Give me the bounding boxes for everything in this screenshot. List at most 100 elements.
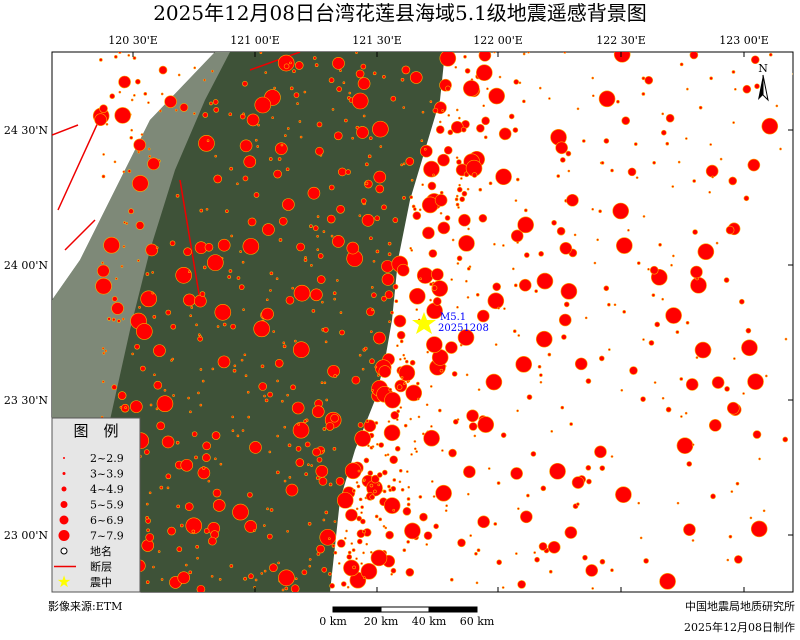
quake-dot xyxy=(213,174,223,184)
quake-dot xyxy=(165,473,172,480)
quake-dot xyxy=(241,429,245,432)
quake-dot xyxy=(273,86,276,90)
quake-dot xyxy=(105,122,109,126)
quake-dot xyxy=(337,562,341,565)
quake-dot xyxy=(616,99,620,104)
quake-dot xyxy=(360,505,364,509)
quake-dot xyxy=(409,287,426,305)
quake-dot xyxy=(675,330,680,334)
quake-dot xyxy=(236,182,239,186)
quake-dot xyxy=(603,285,610,292)
plain xyxy=(52,52,230,420)
quake-dot xyxy=(278,569,295,587)
quake-dot xyxy=(510,229,524,243)
quake-dot xyxy=(498,75,502,79)
quake-dot xyxy=(422,432,425,436)
quake-dot xyxy=(242,238,260,255)
quake-dot xyxy=(409,71,423,84)
quake-dot xyxy=(176,504,180,509)
quake-dot xyxy=(259,52,263,55)
quake-dot xyxy=(102,351,106,355)
quake-dot xyxy=(195,545,199,549)
quake-dot xyxy=(593,261,597,265)
quake-dot xyxy=(101,380,105,383)
quake-dot xyxy=(346,554,353,560)
quake-dot xyxy=(731,70,736,74)
quake-dot xyxy=(613,303,617,307)
quake-dot xyxy=(318,477,328,486)
quake-dot xyxy=(233,364,237,368)
quake-dot xyxy=(339,311,343,314)
quake-dot xyxy=(232,368,237,373)
quake-dot xyxy=(416,381,420,386)
quake-dot xyxy=(487,467,491,470)
quake-dot xyxy=(745,327,752,334)
lon-label: 120 30'E xyxy=(108,34,158,47)
quake-dot xyxy=(155,246,159,249)
quake-dot xyxy=(441,449,444,452)
quake-dot xyxy=(285,295,295,305)
quake-dot xyxy=(476,548,481,552)
quake-dot xyxy=(120,265,124,268)
quake-dot xyxy=(524,252,530,258)
quake-dot xyxy=(140,133,144,136)
quake-dot xyxy=(627,167,637,177)
quake-dot xyxy=(516,177,520,182)
quake-dot xyxy=(676,437,694,454)
quake-dot xyxy=(468,265,472,269)
quake-dot xyxy=(263,524,266,527)
quake-dot xyxy=(175,440,180,445)
quake-dot xyxy=(426,350,429,354)
quake-dot xyxy=(358,497,363,502)
quake-dot xyxy=(401,65,411,75)
quake-dot xyxy=(156,395,174,413)
quake-dot xyxy=(254,578,258,582)
legend-label: 3~3.9 xyxy=(90,468,124,481)
scale-label: 0 km xyxy=(319,615,347,628)
quake-dot xyxy=(451,238,455,242)
quake-dot xyxy=(447,129,454,136)
quake-dot xyxy=(311,309,316,313)
quake-dot xyxy=(148,491,152,495)
quake-dot xyxy=(517,580,526,589)
legend-label: 6~6.9 xyxy=(90,514,124,527)
quake-dot xyxy=(282,198,295,211)
quake-dot xyxy=(316,275,326,284)
legend-star: ★ xyxy=(57,572,71,591)
quake-dot xyxy=(413,447,417,451)
quake-dot xyxy=(145,243,159,257)
quake-dot xyxy=(458,116,461,120)
quake-dot xyxy=(370,549,388,567)
quake-dot xyxy=(692,229,698,235)
quake-dot xyxy=(160,92,164,96)
quake-dot xyxy=(419,512,428,522)
quake-dot xyxy=(685,137,688,140)
quake-dot xyxy=(104,349,108,353)
quake-dot xyxy=(651,293,656,297)
quake-dot xyxy=(381,204,387,211)
quake-dot xyxy=(131,352,134,356)
quake-dot xyxy=(229,564,234,568)
quake-dot xyxy=(264,71,268,74)
quake-dot xyxy=(398,364,416,382)
quake-dot xyxy=(276,379,279,383)
quake-dot xyxy=(495,168,512,186)
quake-dot xyxy=(304,472,308,476)
quake-dot xyxy=(336,204,345,214)
epicenter-star xyxy=(412,312,436,334)
quake-dot xyxy=(522,99,526,104)
quake-dot xyxy=(494,343,498,346)
quake-dot xyxy=(388,387,393,392)
quake-dot xyxy=(478,213,488,223)
quake-dot xyxy=(375,184,385,194)
quake-dot xyxy=(676,501,680,505)
quake-dot xyxy=(364,181,369,186)
quake-dot xyxy=(137,259,140,262)
quake-dot xyxy=(321,566,328,573)
quake-dot xyxy=(247,217,257,227)
quake-dot xyxy=(268,450,272,454)
quake-dot xyxy=(747,158,761,172)
quake-dot xyxy=(547,540,561,554)
quake-dot xyxy=(754,83,760,90)
